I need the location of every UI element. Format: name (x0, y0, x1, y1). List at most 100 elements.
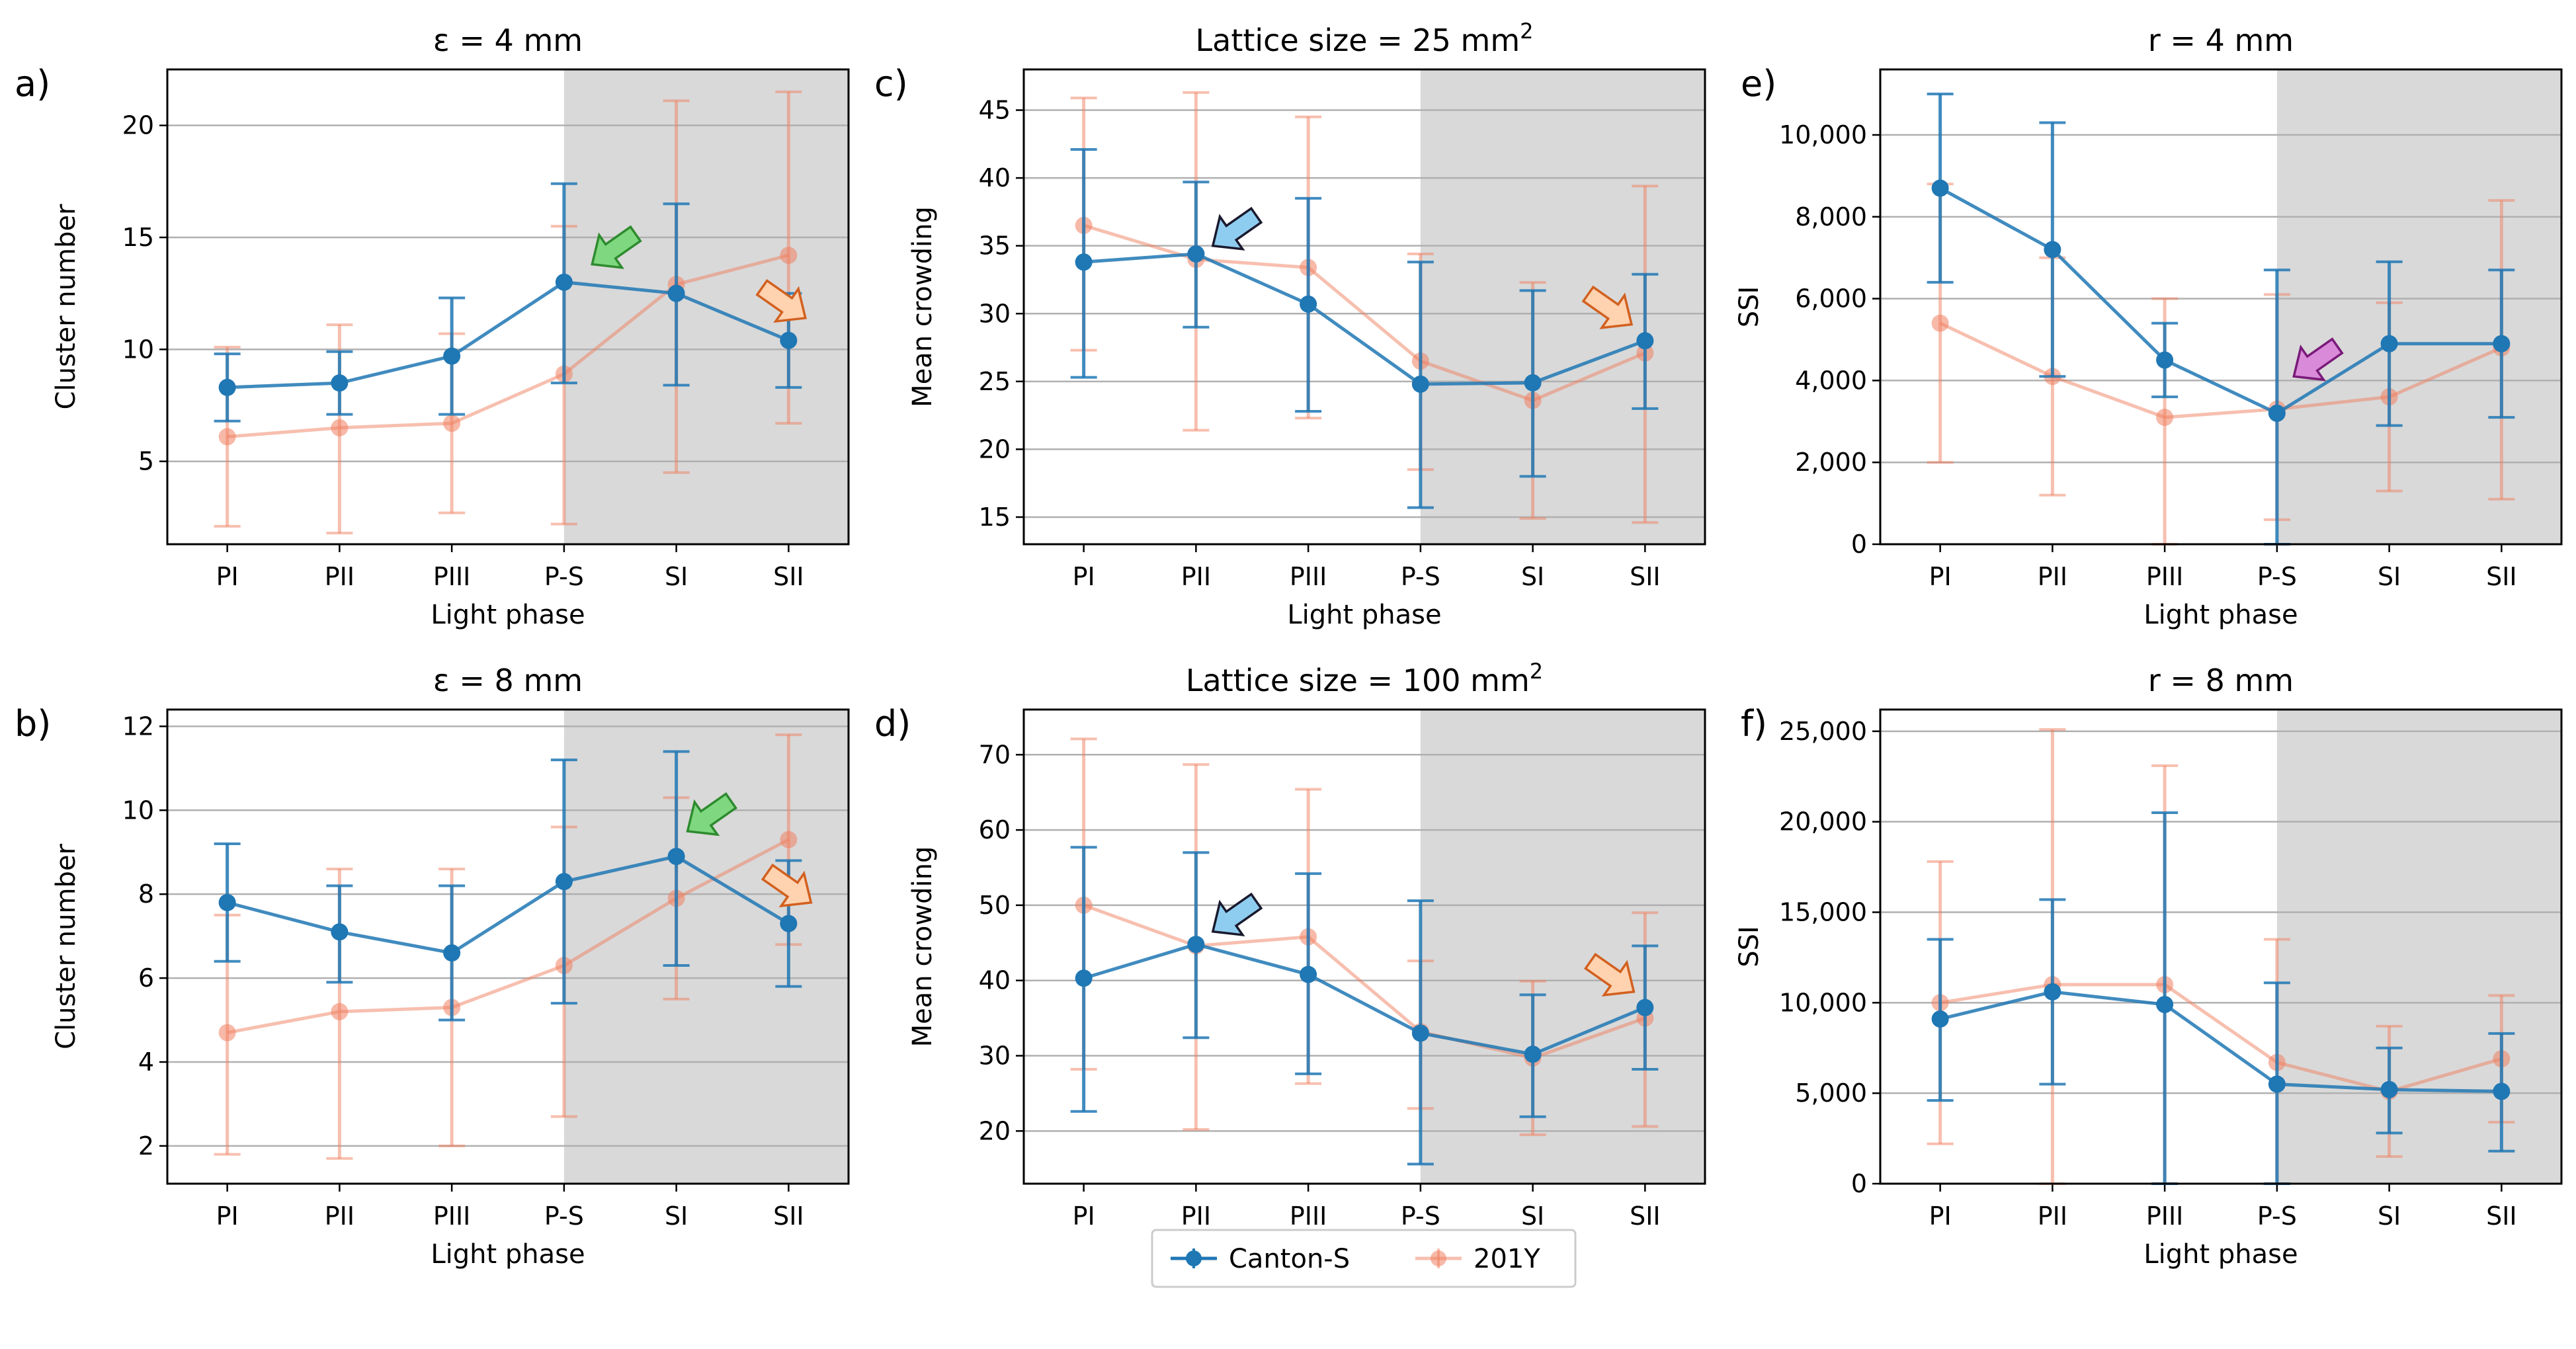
panel-b-xtick-label: SI (665, 1202, 688, 1231)
panel-a-frame (166, 68, 850, 546)
panel-e-data-point (2268, 404, 2286, 422)
panel-f-data-point (2268, 1075, 2286, 1093)
panel-e-xtick-label: SI (2378, 562, 2401, 591)
panel-d-xtick-label: PIII (1290, 1202, 1327, 1231)
panel-f-ytick-label: 15,000 (1779, 898, 1867, 927)
panel-c-xtick-label: SI (1521, 562, 1544, 591)
panel-d-xtick-label: PI (1073, 1202, 1095, 1231)
panel-d-ytick-label: 40 (979, 966, 1011, 995)
panel-b-data-point (555, 873, 573, 891)
panel-c-ytick-label: 40 (979, 163, 1011, 192)
panel-d-ytick-label: 70 (979, 740, 1011, 769)
panel-a-data-point (555, 273, 573, 291)
panel-b-ylabel: Cluster number (51, 844, 81, 1049)
panel-a-data-point (780, 247, 798, 265)
panel-d-ylabel: Mean crowding (907, 846, 938, 1047)
panel-a-data-point (443, 347, 461, 365)
panel-f-xtick-label: SII (2486, 1202, 2517, 1231)
panel-f-xlabel: Light phase (2143, 1239, 2298, 1270)
panel-a-data-point (443, 415, 461, 432)
panel-b-xtick-label: SII (773, 1202, 804, 1231)
panel-d-xtick-label: PII (1181, 1202, 1211, 1231)
panel-e-line (1939, 321, 2503, 419)
panel-d-data-point (1187, 936, 1205, 954)
panel-d-data-point (1075, 969, 1093, 987)
panel-e-data-point (2156, 351, 2174, 369)
panel-f-line (1940, 983, 2503, 1094)
panel-f-ytick-label: 0 (1851, 1169, 1867, 1198)
panel-d-data-point (1524, 1045, 1542, 1063)
panel-b-title: ε = 8 mm (433, 663, 583, 698)
panel-e-ytick-label: 8,000 (1795, 202, 1867, 231)
panel-b-ytick-label: 6 (138, 963, 154, 993)
panel-c-ylabel: Mean crowding (907, 206, 938, 407)
panel-e-data-point (2044, 241, 2061, 259)
panel-a-data-point (331, 419, 349, 436)
panel-c-xtick-label: PIII (1290, 562, 1327, 591)
panel-c: 15 20 25 30 35 40 45 PI PII PIII P-S SI SII Lattice s… (874, 19, 1706, 630)
legend-box (1151, 1229, 1577, 1288)
panel-c-frame (1022, 68, 1706, 546)
panel-f-ytick-label: 5,000 (1795, 1079, 1867, 1108)
panel-f-series-canton-s (1927, 811, 2515, 1185)
panel-b-letter: b) (15, 703, 51, 745)
panel-c-ytick-label: 15 (979, 503, 1011, 532)
panel-b-ytick-label: 8 (138, 879, 154, 909)
panel-c-xtick-label: PII (1181, 562, 1211, 591)
panel-f-line (1940, 990, 2502, 1093)
panel-a-xtick-label: SII (773, 562, 804, 591)
panel-f: 0 5,000 10,000 15,000 20,000 25,000 PI PII PIII P… (1734, 663, 2563, 1270)
panel-a-title: ε = 4 mm (433, 22, 583, 58)
panel-e-title: r = 4 mm (2148, 22, 2294, 58)
panel-e-xtick-label: PIII (2146, 562, 2184, 591)
panel-b-frame (166, 708, 850, 1185)
panel-b-xlabel: Light phase (431, 1239, 585, 1270)
panel-a-xtick-label: SI (665, 562, 688, 591)
panel-f-frame (1879, 708, 2563, 1185)
panel-c-ytick-label: 45 (979, 96, 1011, 125)
panel-f-xtick-label: PII (2038, 1202, 2067, 1231)
panel-e-annotation-arrow-icon (2292, 337, 2344, 382)
panel-c-title: Lattice size = 25 mm2 (1196, 19, 1534, 58)
panel-e-series-canton-s (1927, 93, 2515, 546)
panel-e-letter: e) (1741, 63, 1776, 104)
panel-f-data-point (2380, 1081, 2398, 1098)
panel-e-xlabel: Light phase (2143, 600, 2298, 630)
panel-d-series-canton-s (1070, 846, 1659, 1166)
panel-c-data-point (1411, 375, 1429, 393)
panel-d-ytick-label: 20 (979, 1116, 1011, 1145)
panel-e-frame (1879, 68, 2563, 546)
panel-b: 2 4 6 8 10 12 PI PII PIII P-S SI SII ε = 8 mm Light p… (15, 663, 850, 1270)
panel-f-data-point (2493, 1083, 2511, 1100)
panel-d-annotation-arrow-icon (1211, 892, 1263, 936)
panel-a-ytick-label: 5 (138, 447, 154, 476)
panel-a-xtick-label: PIII (433, 562, 471, 591)
panel-b-data-point (331, 1002, 349, 1020)
panel-d-title-superscript: 2 (1530, 659, 1543, 684)
panel-e-ytick-label: 0 (1851, 530, 1867, 559)
panel-f-data-point (1931, 1010, 1949, 1028)
panel-a-ytick-label: 10 (122, 335, 154, 364)
panel-e-line (1939, 186, 2502, 415)
panel-d-data-point (1411, 1024, 1429, 1042)
panel-a-xlabel: Light phase (431, 600, 585, 630)
panel-c-data-point (1300, 295, 1317, 313)
panel-d-dark-phase-shade (1420, 710, 1705, 1184)
panel-d-xtick-label: SI (1521, 1202, 1544, 1231)
panel-d-ytick-label: 30 (979, 1042, 1011, 1071)
panel-b-xtick-label: PII (325, 1202, 354, 1231)
panel-c-annotation-arrow-icon (1581, 285, 1634, 329)
panel-f-dark-phase-shade (2276, 710, 2561, 1184)
panel-b-xtick-label: PI (216, 1202, 239, 1231)
panel-c-data-point (1075, 253, 1093, 271)
panel-f-xtick-label: PI (1929, 1202, 1952, 1231)
panel-c-xtick-label: P-S (1401, 562, 1440, 591)
panel-b-line (227, 838, 790, 1035)
panel-a-letter: a) (15, 63, 50, 104)
panel-c-xlabel: Light phase (1287, 600, 1441, 630)
panel-e-ylabel: SSI (1734, 286, 1765, 328)
panel-f-data-point (2044, 983, 2061, 1001)
panel-a: 5 10 15 20 PI PII PIII P-S SI SII ε = 4 mm Light ph… (15, 22, 850, 630)
panel-d-data-point (1636, 999, 1654, 1016)
